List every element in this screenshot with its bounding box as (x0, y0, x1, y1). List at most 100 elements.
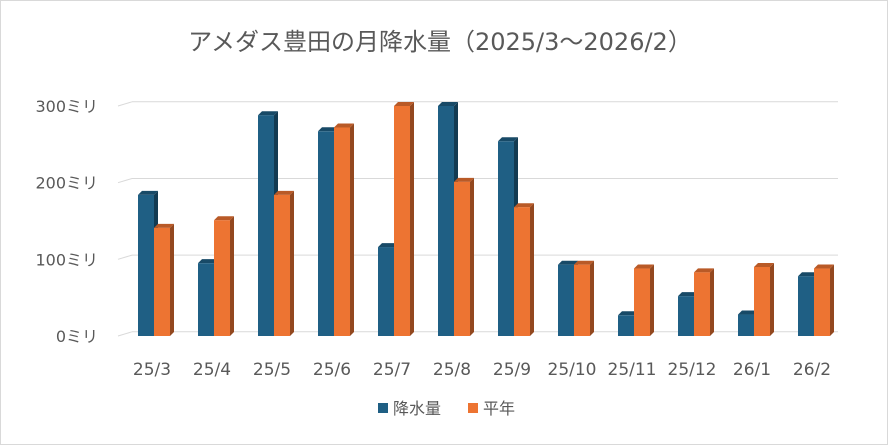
bar-top (378, 243, 398, 248)
bar-marks (138, 102, 834, 336)
bar-top (678, 292, 698, 297)
bar-front (754, 267, 770, 336)
bar-side (170, 223, 174, 336)
bar-front (438, 106, 454, 336)
bar-normal-25/4 (214, 216, 234, 336)
bar-front (618, 315, 634, 336)
bar-side (230, 216, 234, 336)
gridlines (117, 101, 838, 337)
bar-top (258, 111, 278, 116)
bar-front (258, 115, 274, 336)
bar-side (530, 203, 534, 336)
bar-normal-25/12 (694, 268, 714, 336)
bar-top (558, 260, 578, 265)
bar-normal-25/6 (334, 123, 354, 336)
bar-top (138, 190, 158, 195)
bar-top (738, 310, 758, 315)
bar-top (498, 137, 518, 142)
bar-side (770, 263, 774, 336)
x-tick-label: 25/11 (608, 360, 657, 380)
x-tick-label: 26/2 (793, 360, 831, 380)
legend-swatch (468, 403, 478, 413)
bar-top (394, 102, 414, 106)
bar-front (574, 264, 590, 336)
bar-top (814, 264, 834, 269)
bar-front (798, 276, 814, 336)
bar-front (378, 247, 394, 336)
bar-normal-25/8 (454, 177, 474, 336)
bar-top (334, 123, 354, 128)
bar-front (274, 194, 290, 336)
bar-front (214, 220, 230, 336)
bar-normal-26/2 (814, 264, 834, 336)
bar-normal-26/1 (754, 263, 774, 336)
bar-top (574, 260, 594, 265)
x-tick-label: 25/4 (193, 360, 231, 380)
bar-front (154, 227, 170, 336)
bar-front (634, 268, 650, 336)
x-tick-label: 26/1 (733, 360, 771, 380)
bar-normal-25/11 (634, 264, 654, 336)
bar-front (334, 127, 350, 336)
y-tick-label: 0ミリ (56, 327, 98, 346)
bar-normal-25/9 (514, 203, 534, 336)
bar-front (498, 141, 514, 336)
bar-front (814, 268, 830, 336)
bar-front (694, 272, 710, 336)
bar-side (410, 102, 414, 336)
legend: 降水量 平年 (378, 399, 515, 418)
bar-front (514, 207, 530, 336)
bar-top (754, 263, 774, 267)
bar-normal-25/3 (154, 223, 174, 336)
bar-front (454, 181, 470, 336)
gridline-depth (117, 331, 133, 337)
bar-normal-25/7 (394, 102, 414, 336)
bar-top (154, 223, 174, 228)
gridline-depth (117, 101, 133, 107)
chart-title: アメダス豊田の月降水量（2025/3～2026/2） (188, 28, 692, 56)
bar-front (738, 314, 754, 336)
y-tick-label: 300ミリ (35, 97, 98, 116)
y-tick-label: 200ミリ (35, 174, 98, 193)
x-tick-label: 25/5 (253, 360, 291, 380)
bar-top (618, 311, 638, 316)
legend-swatch (378, 403, 388, 413)
bar-top (214, 216, 234, 221)
legend-label: 平年 (483, 399, 515, 418)
x-tick-label: 25/9 (493, 360, 531, 380)
x-axis-ticks: 25/3 25/4 25/5 25/6 25/7 25/8 25/9 25/10 25/11 25… (133, 360, 831, 380)
bar-front (558, 264, 574, 336)
bar-top (318, 127, 338, 132)
bar-normal-25/10 (574, 260, 594, 336)
gridline-depth (117, 177, 133, 184)
bar-top (798, 272, 818, 277)
bar-front (394, 106, 410, 336)
bar-side (710, 268, 714, 336)
bar-side (590, 260, 594, 336)
bar-front (138, 194, 154, 336)
bar-side (650, 264, 654, 336)
bar-normal-25/5 (274, 190, 294, 336)
x-tick-label: 25/10 (548, 360, 597, 380)
bar-side (830, 264, 834, 336)
x-tick-label: 25/12 (668, 360, 717, 380)
bar-top (198, 259, 218, 264)
bar-side (350, 123, 354, 336)
bar-front (678, 296, 694, 336)
x-tick-label: 25/8 (433, 360, 471, 380)
bar-top (274, 190, 294, 195)
x-tick-label: 25/7 (373, 360, 411, 380)
y-axis-ticks: 0ミリ 100ミリ 200ミリ 300ミリ (35, 97, 98, 346)
legend-label: 降水量 (393, 399, 441, 418)
bar-front (318, 131, 334, 336)
y-tick-label: 100ミリ (35, 250, 98, 269)
bar-top (634, 264, 654, 269)
bar-front (198, 263, 214, 336)
x-tick-label: 25/3 (133, 360, 171, 380)
bar-top (514, 203, 534, 208)
bar-top (454, 177, 474, 182)
bar-top (694, 268, 714, 273)
bar-side (290, 190, 294, 336)
gridline-depth (117, 254, 133, 260)
